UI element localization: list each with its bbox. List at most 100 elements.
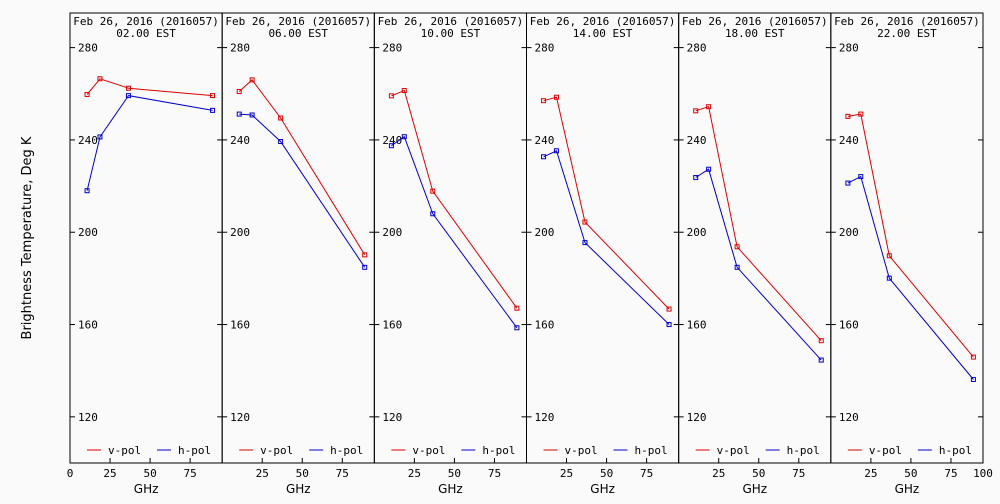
panel-title: Feb 26, 2016 (2016057) — [834, 15, 980, 28]
y-tick-label: 160 — [382, 319, 402, 332]
panel-subtitle: 02.00 EST — [116, 27, 176, 40]
series-line-h-pol — [543, 150, 670, 325]
series-line-h-pol — [391, 135, 518, 329]
data-point — [553, 94, 559, 100]
series-line-v-pol — [543, 96, 670, 310]
y-tick-label: 120 — [535, 411, 555, 424]
panel-frame — [830, 12, 984, 464]
data-point — [541, 98, 547, 104]
x-tick-label: 25 — [560, 467, 573, 480]
y-tick-label: 280 — [535, 42, 555, 55]
data-point — [858, 174, 864, 180]
legend-entry: v-pol — [565, 444, 598, 457]
x-axis-label: GHz — [438, 482, 463, 496]
data-point — [125, 93, 131, 99]
data-point — [388, 93, 394, 99]
x-tick-label: 50 — [143, 467, 156, 480]
y-tick-label: 120 — [687, 411, 707, 424]
y-tick-label: 160 — [535, 319, 555, 332]
data-point — [818, 338, 824, 344]
data-point — [706, 166, 712, 172]
series-line-v-pol — [847, 113, 974, 358]
x-tick-label: 25 — [103, 467, 116, 480]
series-line-v-pol — [391, 89, 518, 309]
panel-subtitle: 10.00 EST — [421, 27, 481, 40]
y-tick-label: 240 — [382, 134, 402, 147]
y-tick-label: 240 — [687, 134, 707, 147]
y-axis-label: Brightness Temperature, Deg K — [20, 136, 35, 339]
panel-subtitle: 14.00 EST — [573, 27, 633, 40]
x-tick-label: 75 — [944, 467, 957, 480]
series-line-h-pol — [695, 168, 822, 361]
panel-1: Feb 26, 2016 (2016057)02.00 EST 120 160 200… — [67, 12, 223, 496]
series-line-v-pol — [86, 78, 213, 97]
data-point — [886, 275, 892, 281]
data-point — [210, 107, 216, 113]
y-tick-label: 240 — [78, 134, 98, 147]
x-tick-label: 25 — [408, 467, 421, 480]
x-tick-label: 50 — [296, 467, 309, 480]
panel-title: Feb 26, 2016 (2016057) — [530, 15, 676, 28]
y-tick-label: 200 — [382, 226, 402, 239]
x-tick-label: 25 — [256, 467, 269, 480]
data-point — [278, 115, 284, 121]
x-tick-label: 50 — [600, 467, 613, 480]
data-point — [553, 148, 559, 154]
series-line-h-pol — [86, 95, 213, 191]
y-tick-label: 200 — [535, 226, 555, 239]
data-point — [430, 211, 436, 217]
data-point — [236, 88, 242, 94]
x-tick-label: 75 — [336, 467, 349, 480]
data-point — [401, 134, 407, 140]
data-point — [97, 76, 103, 82]
data-point — [666, 322, 672, 328]
x-axis-label: GHz — [895, 482, 920, 496]
x-tick-label: 25 — [864, 467, 877, 480]
data-point — [970, 376, 976, 382]
data-point — [734, 264, 740, 270]
data-point — [693, 108, 699, 114]
data-point — [84, 91, 90, 97]
x-tick-label: 75 — [640, 467, 653, 480]
data-point — [886, 253, 892, 259]
legend-entry: h-pol — [635, 444, 668, 457]
data-point — [666, 306, 672, 312]
data-point — [401, 88, 407, 94]
y-tick-label: 120 — [230, 411, 250, 424]
y-tick-label: 240 — [230, 134, 250, 147]
data-point — [818, 357, 824, 363]
legend-entry: h-pol — [330, 444, 363, 457]
y-tick-label: 160 — [78, 319, 98, 332]
series-line-v-pol — [238, 79, 366, 256]
y-tick-label: 240 — [535, 134, 555, 147]
x-axis-label: GHz — [590, 482, 615, 496]
x-tick-label: 100 — [973, 467, 993, 480]
y-tick-label: 120 — [839, 411, 859, 424]
panel-subtitle: 22.00 EST — [877, 27, 937, 40]
panel-title: Feb 26, 2016 (2016057) — [225, 15, 371, 28]
y-tick-label: 120 — [78, 411, 98, 424]
x-tick-label: 50 — [904, 467, 917, 480]
legend-entry: v-pol — [260, 444, 293, 457]
data-point — [693, 175, 699, 181]
series-line-h-pol — [847, 175, 974, 380]
data-point — [514, 325, 520, 331]
y-tick-label: 200 — [839, 226, 859, 239]
data-point — [734, 244, 740, 250]
panel-subtitle: 06.00 EST — [268, 27, 328, 40]
y-tick-label: 280 — [839, 42, 859, 55]
x-axis-label: GHz — [286, 482, 311, 496]
panel-4: Feb 26, 2016 (2016057)14.00 EST 120 160 200… — [526, 12, 680, 496]
data-point — [970, 354, 976, 360]
x-tick-label: 75 — [488, 467, 501, 480]
x-tick-label: 25 — [712, 467, 725, 480]
y-tick-label: 280 — [78, 42, 98, 55]
data-point — [430, 188, 436, 194]
data-point — [845, 180, 851, 186]
legend-entry: h-pol — [178, 444, 211, 457]
y-tick-label: 200 — [687, 226, 707, 239]
x-tick-label: 75 — [792, 467, 805, 480]
data-point — [541, 154, 547, 160]
legend-entry: h-pol — [787, 444, 820, 457]
